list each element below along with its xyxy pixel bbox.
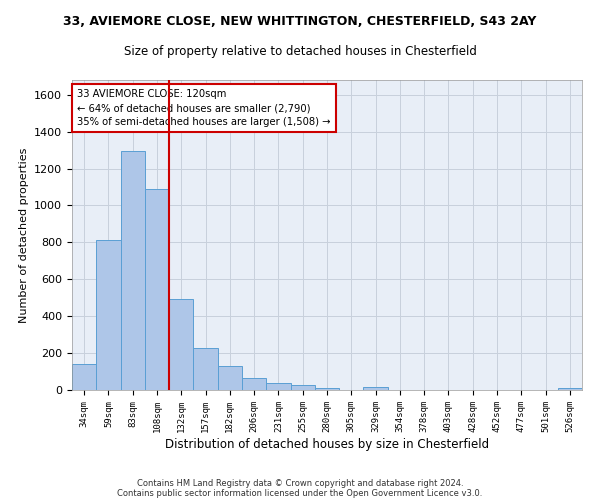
Bar xyxy=(290,386,315,390)
Bar xyxy=(72,364,96,390)
Text: 33 AVIEMORE CLOSE: 120sqm
← 64% of detached houses are smaller (2,790)
35% of se: 33 AVIEMORE CLOSE: 120sqm ← 64% of detac… xyxy=(77,90,331,128)
Bar xyxy=(121,151,145,390)
Bar xyxy=(193,348,218,390)
X-axis label: Distribution of detached houses by size in Chesterfield: Distribution of detached houses by size … xyxy=(165,438,489,450)
Text: 33, AVIEMORE CLOSE, NEW WHITTINGTON, CHESTERFIELD, S43 2AY: 33, AVIEMORE CLOSE, NEW WHITTINGTON, CHE… xyxy=(64,15,536,28)
Text: Size of property relative to detached houses in Chesterfield: Size of property relative to detached ho… xyxy=(124,45,476,58)
Text: Contains public sector information licensed under the Open Government Licence v3: Contains public sector information licen… xyxy=(118,488,482,498)
Bar xyxy=(364,387,388,390)
Bar xyxy=(96,240,121,390)
Bar xyxy=(145,189,169,390)
Bar xyxy=(315,388,339,390)
Y-axis label: Number of detached properties: Number of detached properties xyxy=(19,148,29,322)
Text: Contains HM Land Registry data © Crown copyright and database right 2024.: Contains HM Land Registry data © Crown c… xyxy=(137,478,463,488)
Bar xyxy=(558,388,582,390)
Bar xyxy=(266,383,290,390)
Bar xyxy=(169,298,193,390)
Bar xyxy=(242,378,266,390)
Bar xyxy=(218,366,242,390)
